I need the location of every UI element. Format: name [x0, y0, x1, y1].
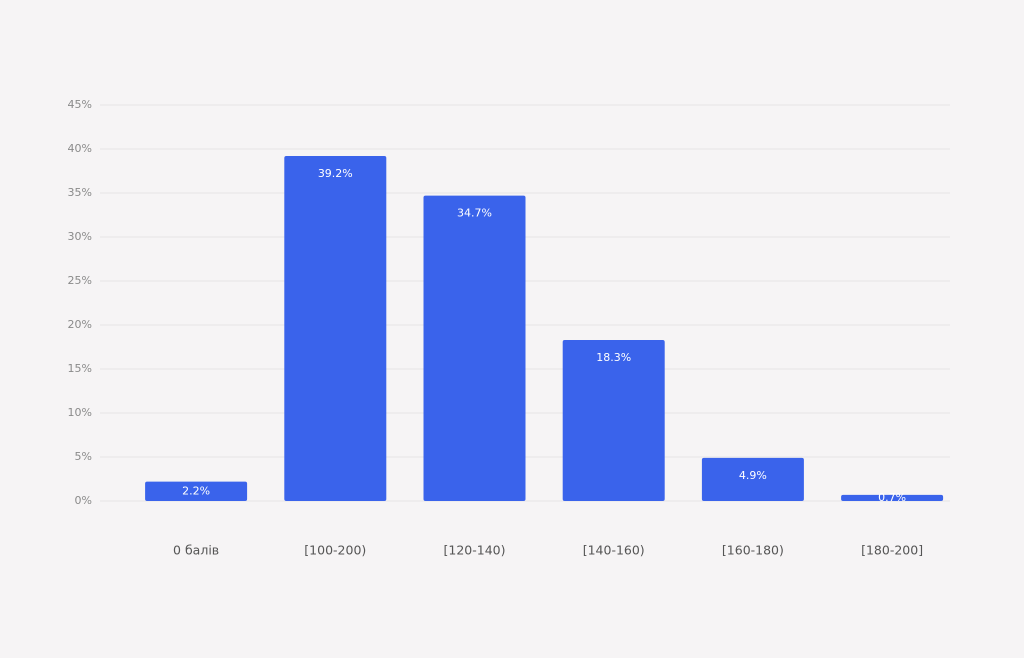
y-tick-label: 45%	[68, 98, 92, 111]
y-tick-label: 20%	[68, 318, 92, 331]
y-tick-label: 40%	[68, 142, 92, 155]
x-tick-label: [180-200]	[861, 543, 923, 558]
bar	[284, 156, 387, 502]
y-tick-label: 35%	[68, 186, 92, 199]
bar	[841, 494, 944, 501]
value-label: 0.7%	[878, 491, 906, 504]
y-tick-label: 0%	[75, 494, 92, 507]
x-tick-label: [100-200)	[304, 543, 366, 558]
x-tick-label: [140-160)	[583, 543, 645, 558]
value-label: 39.2%	[318, 167, 353, 180]
y-tick-label: 30%	[68, 230, 92, 243]
bar	[562, 339, 665, 501]
value-label: 2.2%	[182, 484, 210, 497]
x-tick-label: [120-140)	[444, 543, 506, 558]
y-tick-label: 10%	[68, 406, 92, 419]
y-tick-label: 15%	[68, 362, 92, 375]
bar	[145, 481, 248, 501]
y-tick-label: 5%	[75, 450, 92, 463]
bar	[701, 457, 804, 501]
value-label: 4.9%	[739, 469, 767, 482]
y-tick-label: 25%	[68, 274, 92, 287]
x-tick-label: [160-180)	[722, 543, 784, 558]
bar	[423, 195, 526, 501]
x-tick-label: 0 балів	[173, 543, 219, 558]
value-label: 18.3%	[596, 351, 631, 364]
value-label: 34.7%	[457, 207, 492, 220]
